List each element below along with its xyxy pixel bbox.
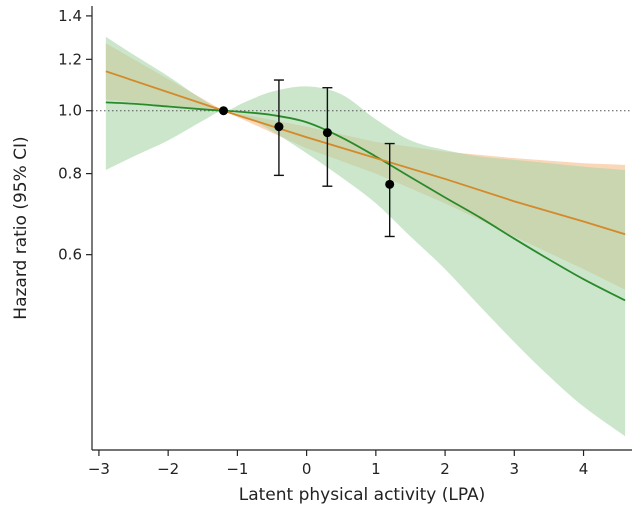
x-tick-label: 0 (302, 460, 312, 478)
data-point (385, 179, 395, 189)
data-point (322, 128, 332, 138)
y-axis-label: Hazard ratio (95% CI) (11, 136, 31, 319)
series-line-spline (105, 101, 626, 302)
x-tick-label: 4 (579, 460, 589, 478)
y-tick-label: 1.2 (58, 50, 82, 68)
x-tick-label: 2 (440, 460, 450, 478)
x-tick-label: −3 (88, 460, 110, 478)
data-point (219, 106, 229, 116)
series-line-linear (105, 70, 626, 236)
confidence-bands (105, 36, 626, 437)
y-ticks: 0.6 0.8 1.0 1.2 1.4 (58, 7, 92, 264)
data-point (274, 122, 284, 132)
x-ticks: −3 −2 −1 0 1 2 3 4 (88, 450, 588, 478)
x-tick-label: −2 (157, 460, 179, 478)
series-lines (105, 70, 626, 302)
ci-band-spline (105, 36, 626, 437)
x-tick-label: −1 (226, 460, 248, 478)
y-tick-label: 0.8 (58, 165, 82, 183)
x-tick-label: 1 (371, 460, 381, 478)
y-tick-label: 1.4 (58, 7, 82, 25)
y-tick-label: 0.6 (58, 246, 82, 264)
y-tick-label: 1.0 (58, 102, 82, 120)
x-axis-label: Latent physical activity (LPA) (239, 485, 486, 505)
data-points (219, 106, 395, 189)
x-tick-label: 3 (510, 460, 520, 478)
